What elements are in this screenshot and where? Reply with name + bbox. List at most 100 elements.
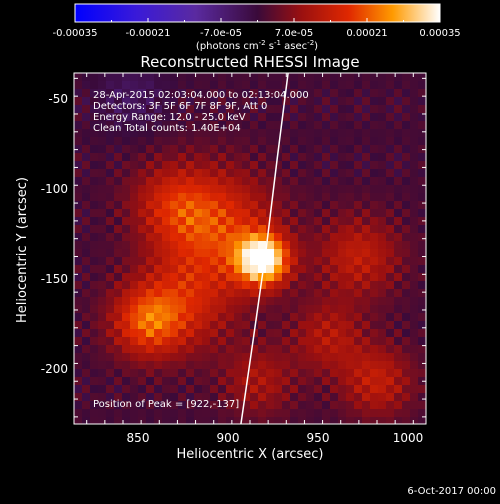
heatmap-cell [394, 169, 402, 177]
heatmap-cell [354, 145, 362, 153]
heatmap-cell [322, 193, 330, 201]
heatmap-cell [74, 337, 82, 345]
heatmap-cell [370, 161, 378, 169]
heatmap-cell [274, 353, 282, 361]
heatmap-cell [178, 209, 186, 217]
heatmap-cell [234, 257, 242, 265]
heatmap-cell [114, 257, 122, 265]
heatmap-cell [218, 161, 226, 169]
heatmap-cell [362, 137, 370, 145]
heatmap-cell [410, 409, 418, 417]
heatmap-cell [90, 305, 98, 313]
heatmap-cell [130, 177, 138, 185]
heatmap-cell [402, 377, 410, 385]
heatmap-cell [98, 169, 106, 177]
heatmap-cell [322, 105, 330, 113]
heatmap-cell [322, 385, 330, 393]
heatmap-cell [258, 297, 266, 305]
heatmap-cell [402, 241, 410, 249]
heatmap-cell [362, 361, 370, 369]
heatmap-cell [338, 361, 346, 369]
heatmap-cell [338, 161, 346, 169]
heatmap-cell [418, 153, 426, 161]
heatmap-cell [218, 73, 226, 81]
heatmap-cell [354, 337, 362, 345]
heatmap-cell [314, 353, 322, 361]
heatmap-cell [154, 177, 162, 185]
heatmap-cell [250, 161, 258, 169]
heatmap-cell [410, 185, 418, 193]
heatmap-cell [170, 97, 178, 105]
heatmap-cell [362, 201, 370, 209]
heatmap-cell [354, 361, 362, 369]
heatmap-cell [122, 89, 130, 97]
heatmap-cell [282, 313, 290, 321]
heatmap-cell [138, 185, 146, 193]
heatmap-cell [202, 409, 210, 417]
heatmap-cell [418, 113, 426, 121]
heatmap-cell [186, 129, 194, 137]
heatmap-cell [218, 369, 226, 377]
heatmap-cell [226, 185, 234, 193]
heatmap-cell [82, 241, 90, 249]
heatmap-cell [290, 129, 298, 137]
heatmap-cell [338, 281, 346, 289]
heatmap-cell [202, 233, 210, 241]
heatmap-cell [394, 281, 402, 289]
heatmap-cell [170, 81, 178, 89]
heatmap-cell [210, 377, 218, 385]
heatmap-cell [130, 113, 138, 121]
heatmap-cell [346, 89, 354, 97]
heatmap-cell [362, 345, 370, 353]
heatmap-cell [122, 329, 130, 337]
heatmap-cell [146, 137, 154, 145]
heatmap-cell [202, 361, 210, 369]
heatmap-cell [234, 353, 242, 361]
heatmap-cell [82, 257, 90, 265]
heatmap-cell [178, 265, 186, 273]
heatmap-cell [242, 361, 250, 369]
heatmap-cell [202, 89, 210, 97]
heatmap-cell [122, 97, 130, 105]
heatmap-cell [362, 257, 370, 265]
heatmap-cell [178, 297, 186, 305]
heatmap-cell [234, 385, 242, 393]
heatmap-cell [178, 137, 186, 145]
heatmap-cell [234, 417, 242, 424]
heatmap-cell [74, 153, 82, 161]
heatmap-cell [146, 233, 154, 241]
heatmap-cell [274, 409, 282, 417]
heatmap-cell [258, 265, 266, 273]
heatmap-cell [378, 217, 386, 225]
heatmap-cell [138, 417, 146, 424]
heatmap-cell [282, 177, 290, 185]
heatmap-cell [282, 249, 290, 257]
heatmap-cell [370, 81, 378, 89]
heatmap-cell [122, 137, 130, 145]
heatmap-cell [274, 393, 282, 401]
heatmap-cell [274, 401, 282, 409]
heatmap-cell [130, 145, 138, 153]
heatmap-cell [122, 321, 130, 329]
heatmap-cell [314, 313, 322, 321]
heatmap-cell [314, 193, 322, 201]
heatmap-cell [378, 73, 386, 81]
heatmap-cell [266, 281, 274, 289]
heatmap-cell [314, 225, 322, 233]
heatmap-cell [314, 89, 322, 97]
heatmap-cell [370, 233, 378, 241]
heatmap-cell [154, 361, 162, 369]
heatmap-cell [98, 289, 106, 297]
heatmap-cell [146, 353, 154, 361]
heatmap-cell [258, 73, 266, 81]
heatmap-cell [154, 393, 162, 401]
heatmap-cell [354, 385, 362, 393]
heatmap-cell [418, 393, 426, 401]
heatmap-cell [98, 153, 106, 161]
heatmap-cell [154, 225, 162, 233]
heatmap-cell [74, 209, 82, 217]
heatmap-cell [314, 257, 322, 265]
heatmap-cell [98, 161, 106, 169]
heatmap-cell [378, 345, 386, 353]
